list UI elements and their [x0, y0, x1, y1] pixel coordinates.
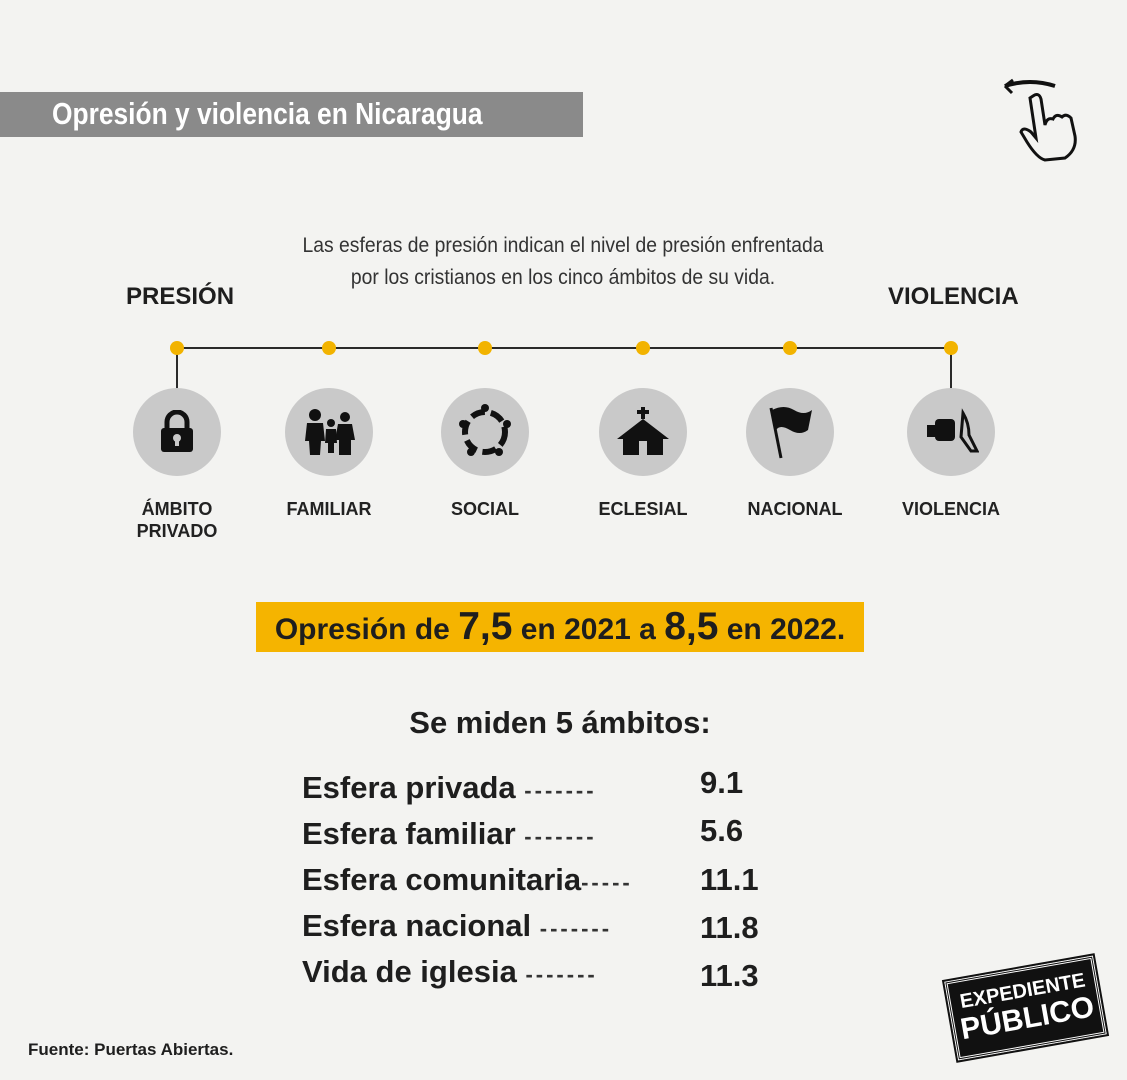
sphere-family	[285, 388, 373, 476]
sphere-label: FAMILIAR	[286, 499, 372, 519]
sphere-label: SOCIAL	[450, 499, 519, 519]
value-2021: 7,5	[458, 605, 513, 648]
sphere-social	[441, 388, 529, 476]
source-note: Fuente: Puertas Abiertas.	[28, 1040, 234, 1059]
highlight-part: Opresión de	[274, 613, 459, 646]
scale-dot	[783, 341, 797, 355]
measure-label: Vida de iglesia	[302, 954, 517, 989]
sphere-violence	[907, 388, 995, 476]
leader-dashes: -------	[539, 916, 613, 941]
scale-dot	[636, 341, 650, 355]
measures-title: Se miden 5 ámbitos:	[409, 705, 711, 740]
scale-line	[177, 347, 951, 349]
sphere-private	[133, 388, 221, 476]
highlight-text: Opresión de 7,5 en 2021 a 8,5 en 2022.	[256, 602, 864, 652]
leader-dashes: -------	[524, 778, 597, 803]
measure-row: Esfera comunitaria-----	[302, 862, 633, 898]
family-icon	[305, 409, 355, 455]
leader-dashes: -------	[524, 824, 597, 849]
sphere-label: VIOLENCIA	[901, 499, 1000, 519]
church-icon	[617, 407, 669, 455]
violence-label: VIOLENCIA	[888, 283, 1019, 310]
sphere-label: ECLESIAL	[598, 499, 688, 519]
measure-label: Esfera privada	[302, 770, 516, 805]
measure-label: Esfera nacional	[302, 908, 532, 943]
sphere-label: ÁMBITO PRIVADO	[136, 499, 218, 541]
value-2022: 8,5	[664, 605, 719, 648]
sphere-church	[599, 388, 687, 476]
measure-value: 11.3	[700, 958, 759, 993]
scale-dot	[170, 341, 184, 355]
measure-value: 9.1	[700, 765, 744, 800]
measure-row: Esfera nacional -------	[302, 908, 612, 944]
scale-connector	[176, 348, 178, 390]
sphere-label: NACIONAL	[747, 499, 843, 519]
scale-dot	[322, 341, 336, 355]
highlight-part: en 2021 a	[512, 613, 665, 646]
title-bar	[0, 92, 583, 137]
measure-row: Vida de iglesia -------	[302, 954, 598, 990]
community-icon	[459, 404, 511, 456]
swipe-hand-icon[interactable]	[995, 74, 1090, 164]
measure-value: 11.1	[700, 862, 759, 897]
measure-row: Esfera familiar -------	[302, 816, 597, 852]
highlight-part: en 2022.	[718, 613, 846, 646]
measure-label: Esfera comunitaria	[302, 862, 582, 897]
leader-dashes: -------	[525, 962, 598, 987]
scale-connector	[950, 348, 952, 390]
flag-icon	[769, 407, 812, 459]
highlight-banner	[256, 602, 864, 652]
scale-dot	[478, 341, 492, 355]
intro-line-2: por los cristianos en los cinco ámbitos …	[350, 266, 776, 289]
expediente-publico-logo: EXPEDIENTE PÚBLICO	[942, 952, 1109, 1064]
measure-value: 5.6	[700, 813, 744, 848]
lock-icon	[161, 410, 193, 452]
scale-dot	[944, 341, 958, 355]
sphere-national	[746, 388, 834, 476]
fist-hand-icon	[927, 408, 979, 453]
leader-dashes: -----	[581, 870, 633, 895]
page-title: Opresión y violencia en Nicaragua	[52, 96, 483, 131]
pressure-label: PRESIÓN	[126, 283, 235, 310]
intro-line-1: Las esferas de presión indican el nivel …	[302, 234, 824, 257]
measure-label: Esfera familiar	[302, 816, 516, 851]
measure-row: Esfera privada -------	[302, 770, 597, 806]
measure-value: 11.8	[700, 910, 759, 945]
